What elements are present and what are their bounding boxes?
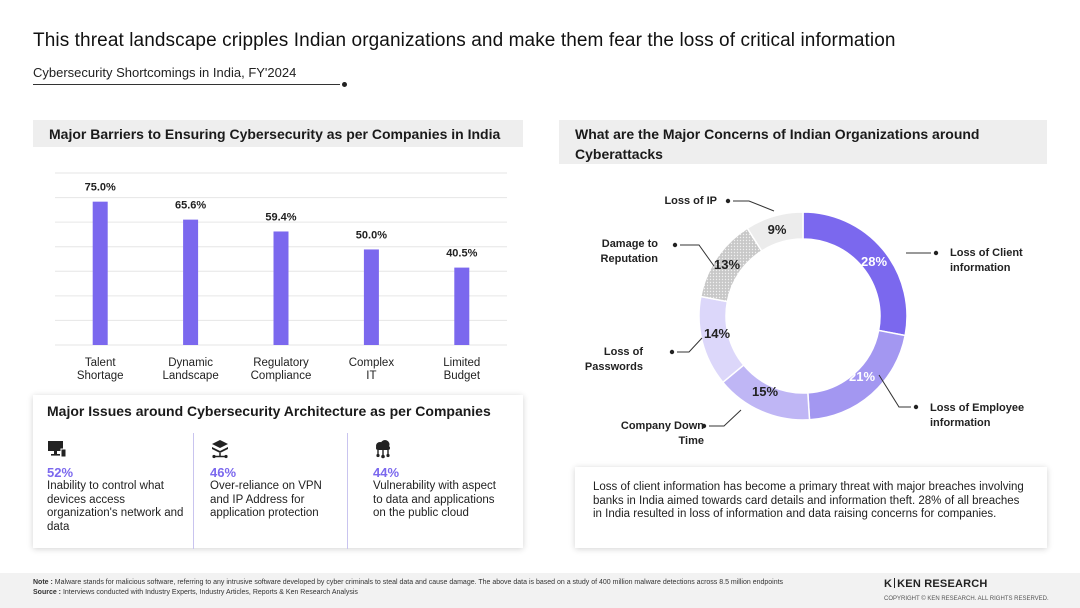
donut-percent-label: 14%	[704, 326, 730, 341]
donut-category-label: Loss of IP	[664, 195, 717, 207]
logo-mark: K	[884, 578, 893, 590]
donut-percent-label: 28%	[861, 254, 887, 269]
insight-text: Loss of client information has become a …	[593, 481, 1024, 520]
issue-text: Over-reliance on VPN and IP Address for …	[210, 480, 322, 519]
issue-item: 52% Inability to control what devices ac…	[47, 433, 197, 549]
subtitle-dot	[342, 82, 347, 87]
donut-leader-dot	[669, 349, 675, 355]
bar-category-label: Complex IT	[349, 357, 395, 382]
ken-research-logo: K KEN RESEARCH	[884, 578, 988, 590]
donut-category-label: Company Down Time	[621, 420, 704, 447]
cloud-network-icon	[376, 440, 390, 459]
issues-title: Major Issues around Cybersecurity Archit…	[47, 403, 491, 419]
bar	[273, 231, 289, 345]
footer-source: Source : Interviews conducted with Indus…	[33, 589, 358, 596]
bar-category-label: Limited Budget	[443, 357, 481, 382]
donut-percent-label: 13%	[714, 257, 740, 272]
source-label: Source :	[33, 589, 62, 596]
bar	[183, 219, 199, 345]
layers-network-icon	[212, 440, 228, 459]
donut-percent-label: 9%	[768, 222, 787, 237]
donut-leader-line	[709, 409, 742, 427]
insight-card: Loss of client information has become a …	[575, 467, 1047, 548]
issue-text: Inability to control what devices access…	[47, 480, 184, 533]
donut-leader-line	[677, 337, 703, 353]
issue-percent: 44%	[373, 465, 400, 480]
bar-data-label: 50.0%	[356, 229, 387, 241]
note-label: Note :	[33, 579, 53, 586]
bar-data-label: 65.6%	[175, 200, 206, 212]
bar-category-label: Talent Shortage	[77, 357, 124, 382]
issue-item: 44% Vulnerability with aspect to data an…	[373, 433, 513, 549]
issue-percent: 46%	[210, 465, 237, 480]
bar-category-label: Dynamic Landscape	[162, 357, 218, 382]
issue-divider	[193, 433, 194, 549]
donut-leader-dot	[913, 404, 919, 410]
page-subtitle: Cybersecurity Shortcomings in India, FY'…	[33, 65, 297, 80]
logo-text: KEN RESEARCH	[897, 578, 988, 590]
donut-leader-dot	[701, 423, 707, 429]
issue-text: Vulnerability with aspect to data and ap…	[373, 480, 496, 519]
donut-leader-line	[878, 374, 911, 408]
donut-leader-dot	[725, 198, 731, 204]
donut-category-label: Loss of Employee information	[930, 402, 1024, 429]
donut-category-label: Loss of Passwords	[585, 346, 643, 373]
bar-chart: 75.0% Talent Shortage 65.6% Dynamic Landscape…	[55, 172, 507, 382]
footer: Note : Malware stands for malicious soft…	[0, 573, 1080, 608]
bar-data-label: 75.0%	[85, 182, 116, 194]
bar	[92, 201, 108, 345]
issue-item: 46% Over-reliance on VPN and IP Address …	[210, 433, 350, 549]
donut-category-label: Damage to Reputation	[601, 238, 659, 265]
subtitle-underline	[33, 84, 340, 85]
bar-data-label: 40.5%	[446, 248, 477, 260]
copyright-text: COPYRIGHT © KEN RESEARCH. ALL RIGHTS RES…	[884, 596, 1049, 602]
bar-chart-header: Major Barriers to Ensuring Cybersecurity…	[33, 120, 523, 147]
bar	[363, 249, 379, 345]
page-title: This threat landscape cripples Indian or…	[33, 30, 896, 51]
donut-category-label: Loss of Client information	[950, 247, 1023, 274]
bar-category-label: Regulatory Compliance	[251, 357, 312, 382]
note-text: Malware stands for malicious software, r…	[54, 579, 784, 586]
issue-divider	[347, 433, 348, 549]
issues-card: Major Issues around Cybersecurity Archit…	[33, 395, 523, 549]
donut-leader-dot	[933, 250, 939, 256]
donut-percent-label: 21%	[849, 369, 875, 384]
bar	[454, 267, 470, 345]
source-text: Interviews conducted with Industry Exper…	[62, 589, 358, 596]
monitor-network-icon	[48, 441, 67, 458]
donut-leader-dot	[672, 242, 678, 248]
bar-data-label: 59.4%	[265, 211, 296, 223]
issue-percent: 52%	[47, 465, 74, 480]
donut-leader-line	[680, 244, 715, 267]
donut-percent-label: 15%	[752, 384, 778, 399]
footer-note: Note : Malware stands for malicious soft…	[33, 579, 783, 586]
donut-leader-line	[733, 200, 775, 212]
donut-slice	[802, 211, 908, 337]
donut-slice	[746, 211, 804, 253]
donut-chart: 28% 21% 15% 14% 13% 9% Loss of Client informati…	[585, 195, 1024, 447]
donut-chart-header: What are the Major Concerns of Indian Or…	[559, 120, 1047, 164]
